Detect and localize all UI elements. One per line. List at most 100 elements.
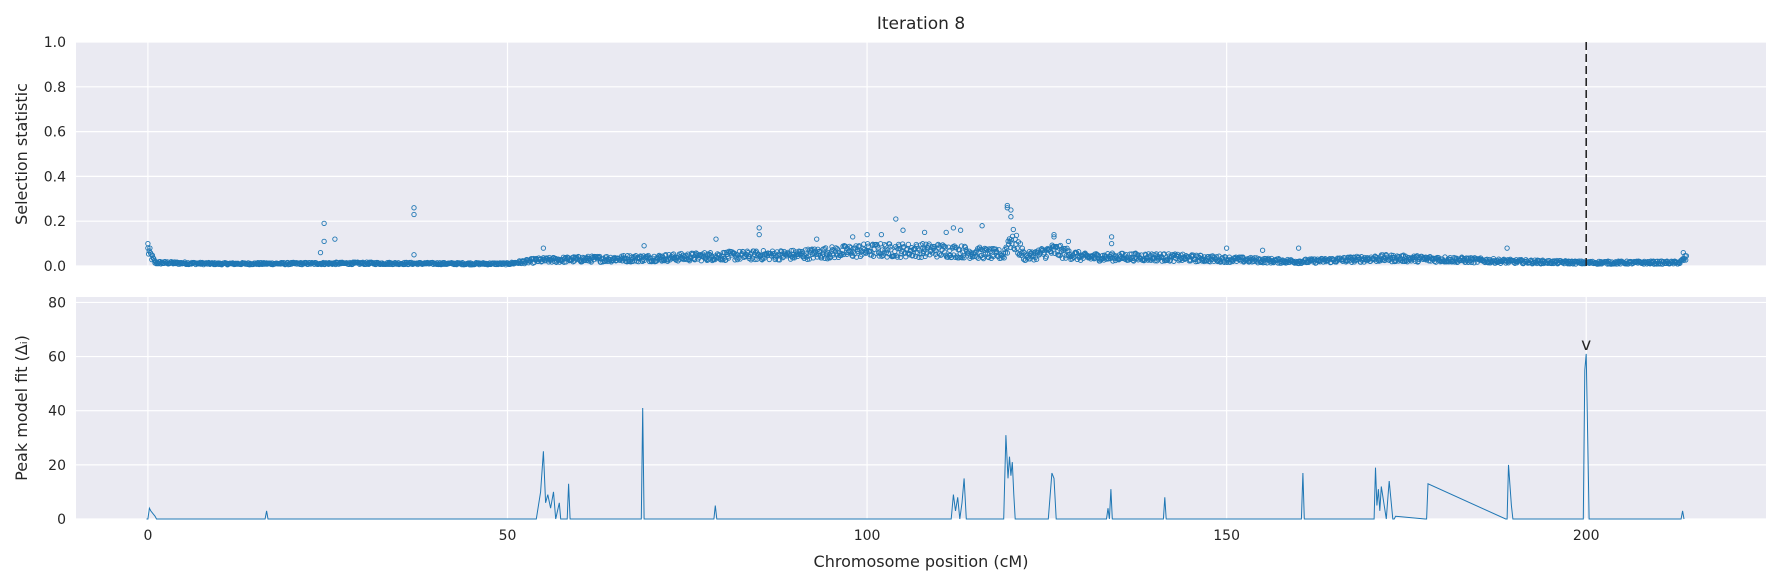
scatter-point	[926, 241, 932, 247]
scatter-point	[1108, 240, 1115, 247]
x-tick-label: 200	[1573, 528, 1600, 544]
scatter-point	[1108, 234, 1115, 240]
scatter-point	[1680, 249, 1686, 256]
scatter-point	[1024, 254, 1031, 261]
scatter-point	[1059, 246, 1065, 252]
scatter-point	[690, 250, 696, 257]
x-tick-labels: 0 50 100 150 200	[143, 528, 1599, 544]
scatter-point	[993, 246, 999, 252]
scatter-point	[411, 205, 417, 211]
bottom-y-tick-label: 20	[48, 458, 66, 474]
scatter-point	[850, 234, 856, 240]
top-scatter-points	[145, 202, 1690, 268]
scatter-point	[725, 255, 732, 261]
scatter-point	[720, 257, 726, 263]
scatter-point	[1000, 254, 1006, 260]
scatter-point	[1009, 241, 1015, 247]
scatter-point	[756, 231, 762, 238]
scatter-point	[1683, 253, 1690, 259]
scatter-point	[885, 247, 891, 253]
scatter-point	[540, 245, 547, 251]
scatter-point	[321, 220, 327, 227]
scatter-point	[1663, 260, 1669, 267]
scatter-point	[875, 245, 881, 251]
bottom-y-tick-label: 60	[48, 350, 66, 366]
scatter-point	[701, 250, 708, 256]
top-y-tick-label: 0.0	[44, 259, 66, 275]
scatter-point	[1223, 245, 1230, 251]
scatter-point	[147, 245, 153, 251]
scatter-point	[637, 253, 644, 259]
scatter-point	[933, 248, 939, 254]
scatter-point	[905, 241, 912, 248]
scatter-point	[1383, 252, 1389, 258]
scatter-point	[932, 251, 939, 257]
scatter-point	[758, 256, 765, 262]
scatter-point	[790, 247, 796, 254]
x-axis-label: Chromosome position (cM)	[814, 552, 1029, 571]
top-y-tick-label: 0.4	[44, 169, 66, 185]
x-tick-label: 150	[1213, 528, 1240, 544]
scatter-point	[1013, 232, 1020, 239]
scatter-point	[861, 241, 867, 247]
scatter-point	[917, 251, 923, 257]
scatter-point	[920, 241, 926, 247]
scatter-point	[1020, 248, 1026, 254]
scatter-point	[321, 238, 327, 245]
scatter-point	[893, 252, 899, 259]
scatter-point	[1051, 234, 1057, 240]
scatter-point	[1075, 249, 1082, 255]
bottom-y-tick-label: 0	[57, 512, 66, 528]
scatter-point	[937, 243, 943, 249]
scatter-point	[916, 254, 922, 260]
scatter-point	[979, 223, 985, 229]
scatter-point	[328, 260, 334, 266]
scatter-point	[1193, 258, 1199, 265]
bottom-y-axis-label: Peak model fit (Δᵢ)	[12, 335, 31, 481]
scatter-point	[150, 255, 156, 261]
scatter-point	[814, 236, 820, 242]
scatter-point	[846, 243, 853, 250]
scatter-point	[1268, 255, 1275, 262]
scatter-point	[1004, 202, 1010, 209]
top-y-tick-label: 0.6	[44, 125, 66, 141]
chart-title: Iteration 8	[877, 14, 965, 34]
scatter-point	[1081, 251, 1087, 258]
scatter-point	[1295, 245, 1302, 251]
bottom-y-tick-label: 40	[48, 404, 66, 420]
scatter-point	[332, 236, 338, 242]
scatter-point	[1123, 251, 1129, 258]
bottom-y-tick-label: 80	[48, 295, 66, 311]
x-tick-label: 0	[143, 528, 152, 544]
bottom-y-tick-labels: 0 20 40 60 80	[48, 295, 66, 528]
scatter-point	[801, 255, 807, 262]
scatter-point	[713, 236, 719, 242]
scatter-point	[864, 231, 870, 238]
scatter-point	[1017, 241, 1024, 247]
scatter-point	[1033, 256, 1040, 262]
top-y-tick-label: 0.2	[44, 214, 66, 230]
top-y-tick-label: 0.8	[44, 80, 66, 96]
scatter-point	[1141, 257, 1147, 264]
scatter-point	[887, 244, 893, 250]
scatter-point	[942, 244, 948, 250]
scatter-point	[910, 252, 916, 259]
scatter-point	[149, 252, 156, 259]
scatter-point	[1008, 207, 1014, 213]
scatter-point	[962, 243, 968, 250]
scatter-point	[1010, 226, 1016, 233]
scatter-point	[1048, 250, 1055, 256]
scatter-point	[950, 225, 957, 231]
top-y-tick-label: 1.0	[44, 35, 66, 51]
scatter-point	[1126, 255, 1132, 261]
scatter-point	[1164, 257, 1170, 263]
scatter-point	[989, 245, 995, 252]
scatter-point	[922, 253, 928, 260]
scatter-point	[980, 255, 987, 262]
scatter-point	[942, 249, 948, 255]
x-tick-label: 50	[499, 528, 517, 544]
bottom-panel: v 0 20 40 60 80 0 50 100 150 200 Peak model fit …	[12, 295, 1766, 571]
scatter-point	[641, 243, 647, 249]
